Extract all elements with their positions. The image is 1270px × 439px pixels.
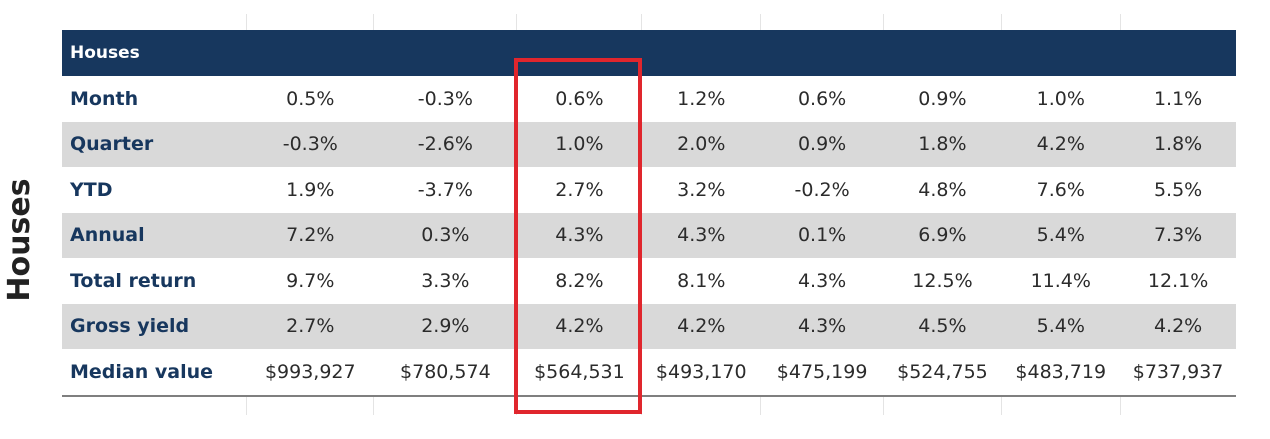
table-cell: 0.6% (555, 87, 604, 110)
table-cell: $780,574 (373, 349, 517, 397)
table-header-title: Houses (62, 30, 1236, 76)
table-cell: 3.3% (421, 269, 470, 292)
row-label: Median value (62, 349, 247, 397)
table-row: Median value $993,927 $780,574 $564,531 $493… (62, 349, 1236, 397)
table-cell: 9.7% (286, 269, 335, 292)
table-cell: 8.2% (555, 269, 604, 292)
table-row: Total return 9.7% 3.3% 8.2% 8.1% 4.3% 12.5% 11.… (62, 258, 1236, 304)
table-cell: 8.1% (677, 269, 726, 292)
table-cell: 5.4% (1001, 303, 1121, 349)
table-cell: 1.0% (516, 121, 642, 167)
table-row: Quarter -0.3% -2.6% 1.0% 2.0% 0.9% 1.8% 4.2% 1.8… (62, 121, 1236, 167)
table-cell: -0.3% (246, 121, 374, 167)
table-cell: 1.0% (1036, 87, 1085, 110)
table-cell: 5.5% (1153, 178, 1203, 201)
table-cell: 12.5% (912, 269, 973, 292)
bottom-grid-row (62, 395, 1236, 415)
table-cell: 0.1% (760, 212, 884, 258)
table-cell: 1.1% (1153, 87, 1203, 110)
table-cell: 4.3% (516, 212, 642, 258)
table-cell: 4.3% (641, 212, 761, 258)
table-cell: 2.9% (373, 303, 517, 349)
table-cell: 2.7% (246, 303, 374, 349)
table-cell: -0.3% (417, 87, 473, 110)
table-cell: 1.8% (1120, 121, 1236, 167)
table-header-row: Houses (62, 30, 1236, 76)
table-row: Month 0.5% -0.3% 0.6% 1.2% 0.6% 0.9% 1.0% 1.1% (62, 76, 1236, 122)
table-cell: 4.2% (641, 303, 761, 349)
side-label-houses: Houses (2, 178, 37, 302)
table-cell: -0.2% (794, 178, 850, 201)
houses-stats-table: Houses Month 0.5% -0.3% 0.6% 1.2% 0.6% 0.9% 1.0… (62, 14, 1236, 415)
table-cell: -2.6% (373, 121, 517, 167)
table-cell: 1.9% (286, 178, 335, 201)
table-cell: 4.8% (918, 178, 967, 201)
table-cell: $993,927 (246, 349, 374, 397)
row-label: YTD (70, 178, 113, 201)
table-cell: -3.7% (417, 178, 473, 201)
table-cell: 3.2% (677, 178, 726, 201)
table-cell: 4.2% (1001, 121, 1121, 167)
table-cell: 2.7% (555, 178, 604, 201)
table-cell: 0.9% (918, 87, 967, 110)
table-cell: 7.6% (1036, 178, 1085, 201)
table-cell: 4.3% (760, 303, 884, 349)
table-cell: 2.0% (641, 121, 761, 167)
table-cell: 5.4% (1001, 212, 1121, 258)
table-cell: $564,531 (516, 349, 642, 397)
table-cell: 4.3% (797, 269, 847, 292)
table-cell: 1.2% (677, 87, 726, 110)
table-cell: $737,937 (1120, 349, 1236, 397)
table-cell: 12.1% (1147, 269, 1209, 292)
table-cell: 11.4% (1030, 269, 1091, 292)
table-row: YTD 1.9% -3.7% 2.7% 3.2% -0.2% 4.8% 7.6% 5.5% (62, 167, 1236, 213)
row-label: Total return (70, 269, 197, 292)
table-row: Gross yield 2.7% 2.9% 4.2% 4.2% 4.3% 4.5% 5.4% 4… (62, 303, 1236, 349)
table-cell: $493,170 (641, 349, 761, 397)
table-cell: 6.9% (883, 212, 1002, 258)
row-label: Quarter (62, 121, 247, 167)
table-cell: 7.2% (246, 212, 374, 258)
table-cell: 0.3% (373, 212, 517, 258)
table-row: Annual 7.2% 0.3% 4.3% 4.3% 0.1% 6.9% 5.4% 7.3% (62, 212, 1236, 258)
table-cell: $475,199 (760, 349, 884, 397)
table-cell: $483,719 (1001, 349, 1121, 397)
row-label: Gross yield (62, 303, 247, 349)
table-cell: 7.3% (1120, 212, 1236, 258)
table-cell: 0.6% (797, 87, 847, 110)
table-cell: 0.5% (286, 87, 335, 110)
top-grid-row (62, 14, 1236, 30)
table-cell: 4.5% (883, 303, 1002, 349)
table-cell: 0.9% (760, 121, 884, 167)
table-cell: 4.2% (1120, 303, 1236, 349)
row-label: Annual (62, 212, 247, 258)
table-cell: $524,755 (883, 349, 1002, 397)
row-label: Month (70, 87, 139, 110)
houses-stats-table-container: Houses Month 0.5% -0.3% 0.6% 1.2% 0.6% 0.9% 1.0… (62, 14, 1236, 415)
table-cell: 4.2% (516, 303, 642, 349)
table-cell: 1.8% (883, 121, 1002, 167)
